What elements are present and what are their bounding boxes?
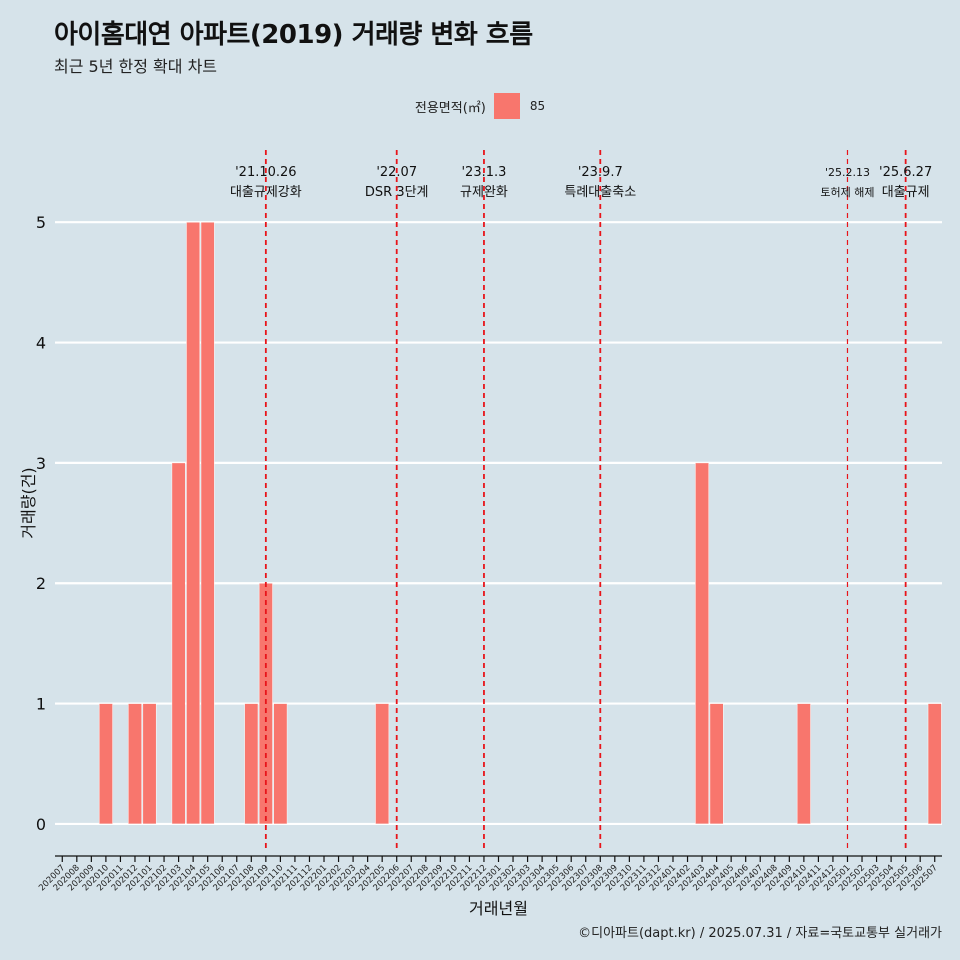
source-caption: ©디아파트(dapt.kr) / 2025.07.31 / 자료=국토교통부 실… (578, 926, 942, 941)
bar (796, 703, 811, 825)
bar (709, 703, 724, 825)
event-date-label: '22.07 (376, 165, 417, 180)
event-label: 특례대출축소 (564, 185, 636, 200)
bar (142, 703, 157, 825)
x-axis-title: 거래년월 (469, 899, 528, 918)
y-tick-label: 2 (36, 574, 46, 593)
bar (273, 703, 288, 825)
bar (171, 462, 186, 825)
event-label: DSR 3단계 (365, 185, 429, 200)
legend: 전용면적(㎡) 85 (0, 93, 960, 119)
event-date-label: '25.6.27 (879, 165, 932, 180)
y-tick-label: 1 (36, 695, 46, 714)
bar (927, 703, 942, 825)
y-tick-label: 3 (36, 454, 46, 473)
bar (695, 462, 710, 825)
bar (375, 703, 390, 825)
event-label: 대출규제강화 (230, 185, 302, 200)
bar (244, 703, 259, 825)
legend-title: 전용면적(㎡) (414, 100, 486, 116)
y-tick-label: 0 (36, 815, 46, 834)
event-date-label: '25.2.13 (825, 166, 870, 179)
chart-subtitle: 최근 5년 한정 확대 차트 (54, 57, 218, 76)
bar (200, 221, 215, 825)
event-label: 토허제 해제 (820, 185, 874, 199)
chart-title: 아이홈대연 아파트(2019) 거래량 변화 흐름 (54, 20, 533, 50)
event-label: 규제완화 (460, 185, 508, 200)
bar (186, 221, 201, 825)
bar (128, 703, 142, 825)
y-axis-title: 거래량(건) (19, 467, 38, 538)
event-date-label: '23.1.3 (461, 165, 506, 180)
bar (98, 703, 113, 825)
legend-label: 85 (529, 99, 546, 113)
y-tick-label: 4 (36, 334, 46, 353)
event-date-label: '23.9.7 (578, 165, 623, 180)
event-label: 대출규제 (882, 185, 930, 200)
y-tick-label: 5 (36, 213, 46, 232)
event-date-label: '21.10.26 (235, 165, 296, 180)
legend-swatch (493, 93, 520, 119)
